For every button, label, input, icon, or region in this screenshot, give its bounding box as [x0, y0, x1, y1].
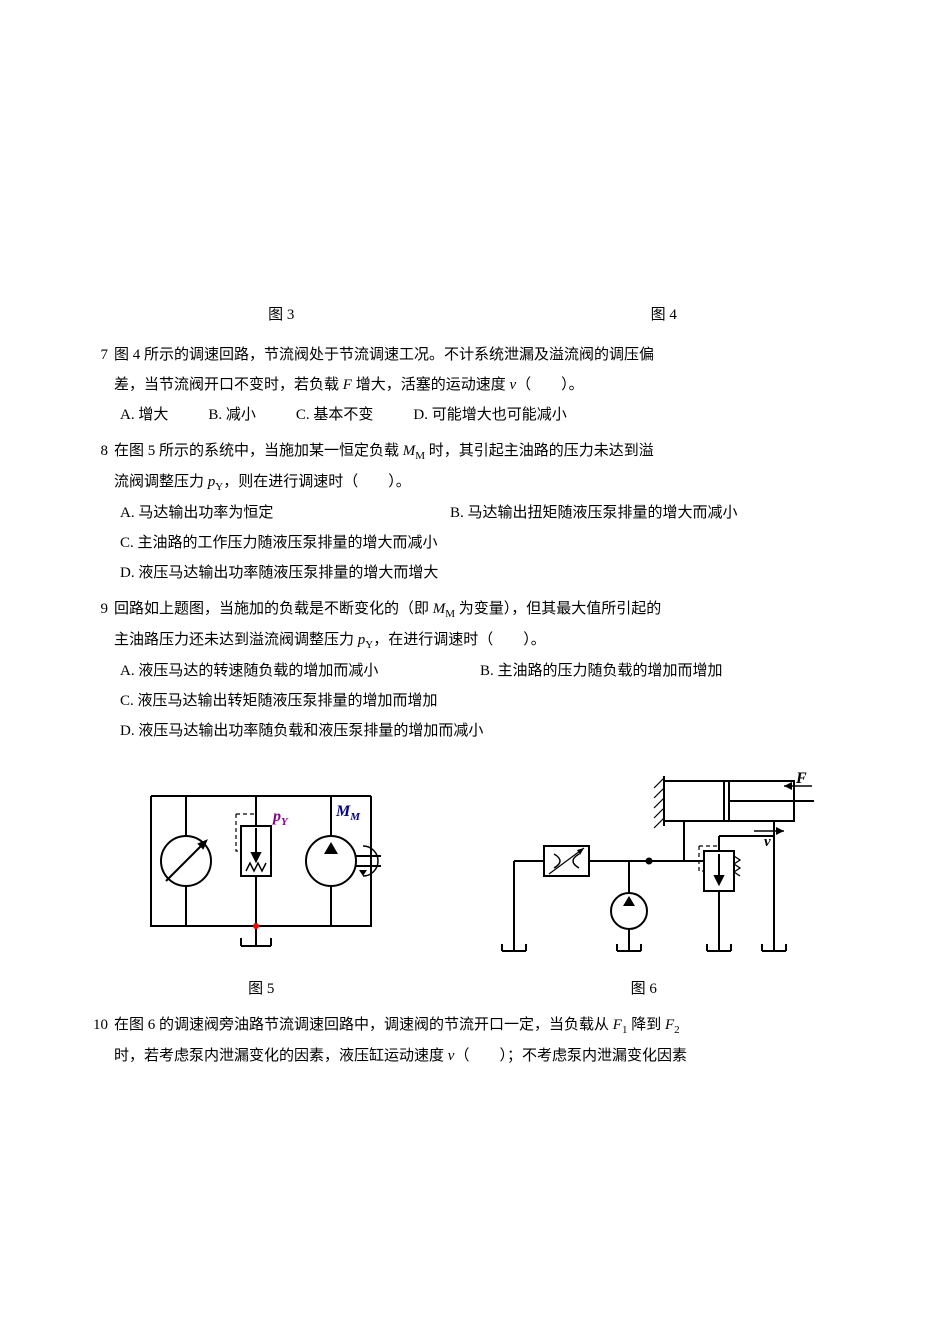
q8-number: 8	[90, 436, 114, 498]
q9-line2: 主油路压力还未达到溢流阀调整压力 pY，在进行调速时（ ）。	[114, 625, 855, 656]
figure-5: pY MM 图 5	[131, 766, 391, 1004]
q7-body: 图 4 所示的调速回路，节流阀处于节流调速工况。不计系统泄漏及溢流阀的调压偏 差…	[114, 340, 855, 400]
q8-opt-d: D. 液压马达输出功率随液压泵排量的增大而增大	[120, 558, 438, 588]
q7-opt-b: B. 减小	[208, 400, 256, 430]
q9-opt-b: B. 主油路的压力随负载的增加而增加	[480, 656, 723, 686]
fig6-svg: F v	[474, 766, 814, 966]
q7-line2: 差，当节流阀开口不变时，若负载 F 增大，活塞的运动速度 v（ ）。	[114, 370, 855, 400]
question-7: 7 图 4 所示的调速回路，节流阀处于节流调速工况。不计系统泄漏及溢流阀的调压偏…	[90, 340, 855, 400]
figure-6: F v 图 6	[474, 766, 814, 1004]
q7-number: 7	[90, 340, 114, 400]
q10-number: 10	[90, 1010, 114, 1071]
q10-line2: 时，若考虑泵内泄漏变化的因素，液压缸运动速度 v（ ）；不考虑泵内泄漏变化因素	[114, 1041, 855, 1071]
question-8: 8 在图 5 所示的系统中，当施加某一恒定负载 MM 时，其引起主油路的压力未达…	[90, 436, 855, 498]
q9-opt-d: D. 液压马达输出功率随负载和液压泵排量的增加而减小	[120, 716, 483, 746]
q8-line2: 流阀调整压力 pY，则在进行调速时（ ）。	[114, 467, 855, 498]
caption-fig4: 图 4	[651, 300, 677, 330]
caption-fig5: 图 5	[248, 974, 274, 1004]
svg-text:pY: pY	[271, 808, 289, 828]
q8-opt-a: A. 马达输出功率为恒定	[120, 498, 420, 528]
q9-options: A. 液压马达的转速随负载的增加而减小 B. 主油路的压力随负载的增加而增加 C…	[120, 656, 855, 746]
caption-fig3: 图 3	[268, 300, 294, 330]
question-9: 9 回路如上题图，当施加的负载是不断变化的（即 MM 为变量），但其最大值所引起…	[90, 594, 855, 656]
q7-opt-c: C. 基本不变	[296, 400, 374, 430]
caption-row-3-4: 图 3 图 4	[90, 300, 855, 330]
q9-number: 9	[90, 594, 114, 656]
svg-text:MM: MM	[335, 803, 361, 823]
q8-body: 在图 5 所示的系统中，当施加某一恒定负载 MM 时，其引起主油路的压力未达到溢…	[114, 436, 855, 498]
q9-opt-a: A. 液压马达的转速随负载的增加而减小	[120, 656, 450, 686]
q8-line1: 在图 5 所示的系统中，当施加某一恒定负载 MM 时，其引起主油路的压力未达到溢	[114, 436, 855, 467]
q7-line1: 图 4 所示的调速回路，节流阀处于节流调速工况。不计系统泄漏及溢流阀的调压偏	[114, 340, 855, 370]
q10-body: 在图 6 的调速阀旁油路节流调速回路中，调速阀的节流开口一定，当负载从 F1 降…	[114, 1010, 855, 1071]
figures-5-6-row: pY MM 图 5	[90, 766, 855, 1004]
q9-line1: 回路如上题图，当施加的负载是不断变化的（即 MM 为变量），但其最大值所引起的	[114, 594, 855, 625]
q7-opt-d: D. 可能增大也可能减小	[413, 400, 566, 430]
q8-opt-c: C. 主油路的工作压力随液压泵排量的增大而减小	[120, 528, 438, 558]
q10-line1: 在图 6 的调速阀旁油路节流调速回路中，调速阀的节流开口一定，当负载从 F1 降…	[114, 1010, 855, 1041]
q9-body: 回路如上题图，当施加的负载是不断变化的（即 MM 为变量），但其最大值所引起的 …	[114, 594, 855, 656]
q8-opt-b: B. 马达输出扭矩随液压泵排量的增大而减小	[450, 498, 738, 528]
svg-text:F: F	[795, 770, 807, 787]
figure-3-4-placeholder	[90, 60, 855, 300]
question-10: 10 在图 6 的调速阀旁油路节流调速回路中，调速阀的节流开口一定，当负载从 F…	[90, 1010, 855, 1071]
q7-options: A. 增大 B. 减小 C. 基本不变 D. 可能增大也可能减小	[120, 400, 855, 430]
fig5-svg: pY MM	[131, 766, 391, 966]
svg-text:v: v	[764, 834, 771, 850]
q7-opt-a: A. 增大	[120, 400, 168, 430]
q9-opt-c: C. 液压马达输出转矩随液压泵排量的增加而增加	[120, 686, 438, 716]
q8-options: A. 马达输出功率为恒定 B. 马达输出扭矩随液压泵排量的增大而减小 C. 主油…	[120, 498, 855, 588]
caption-fig6: 图 6	[631, 974, 657, 1004]
